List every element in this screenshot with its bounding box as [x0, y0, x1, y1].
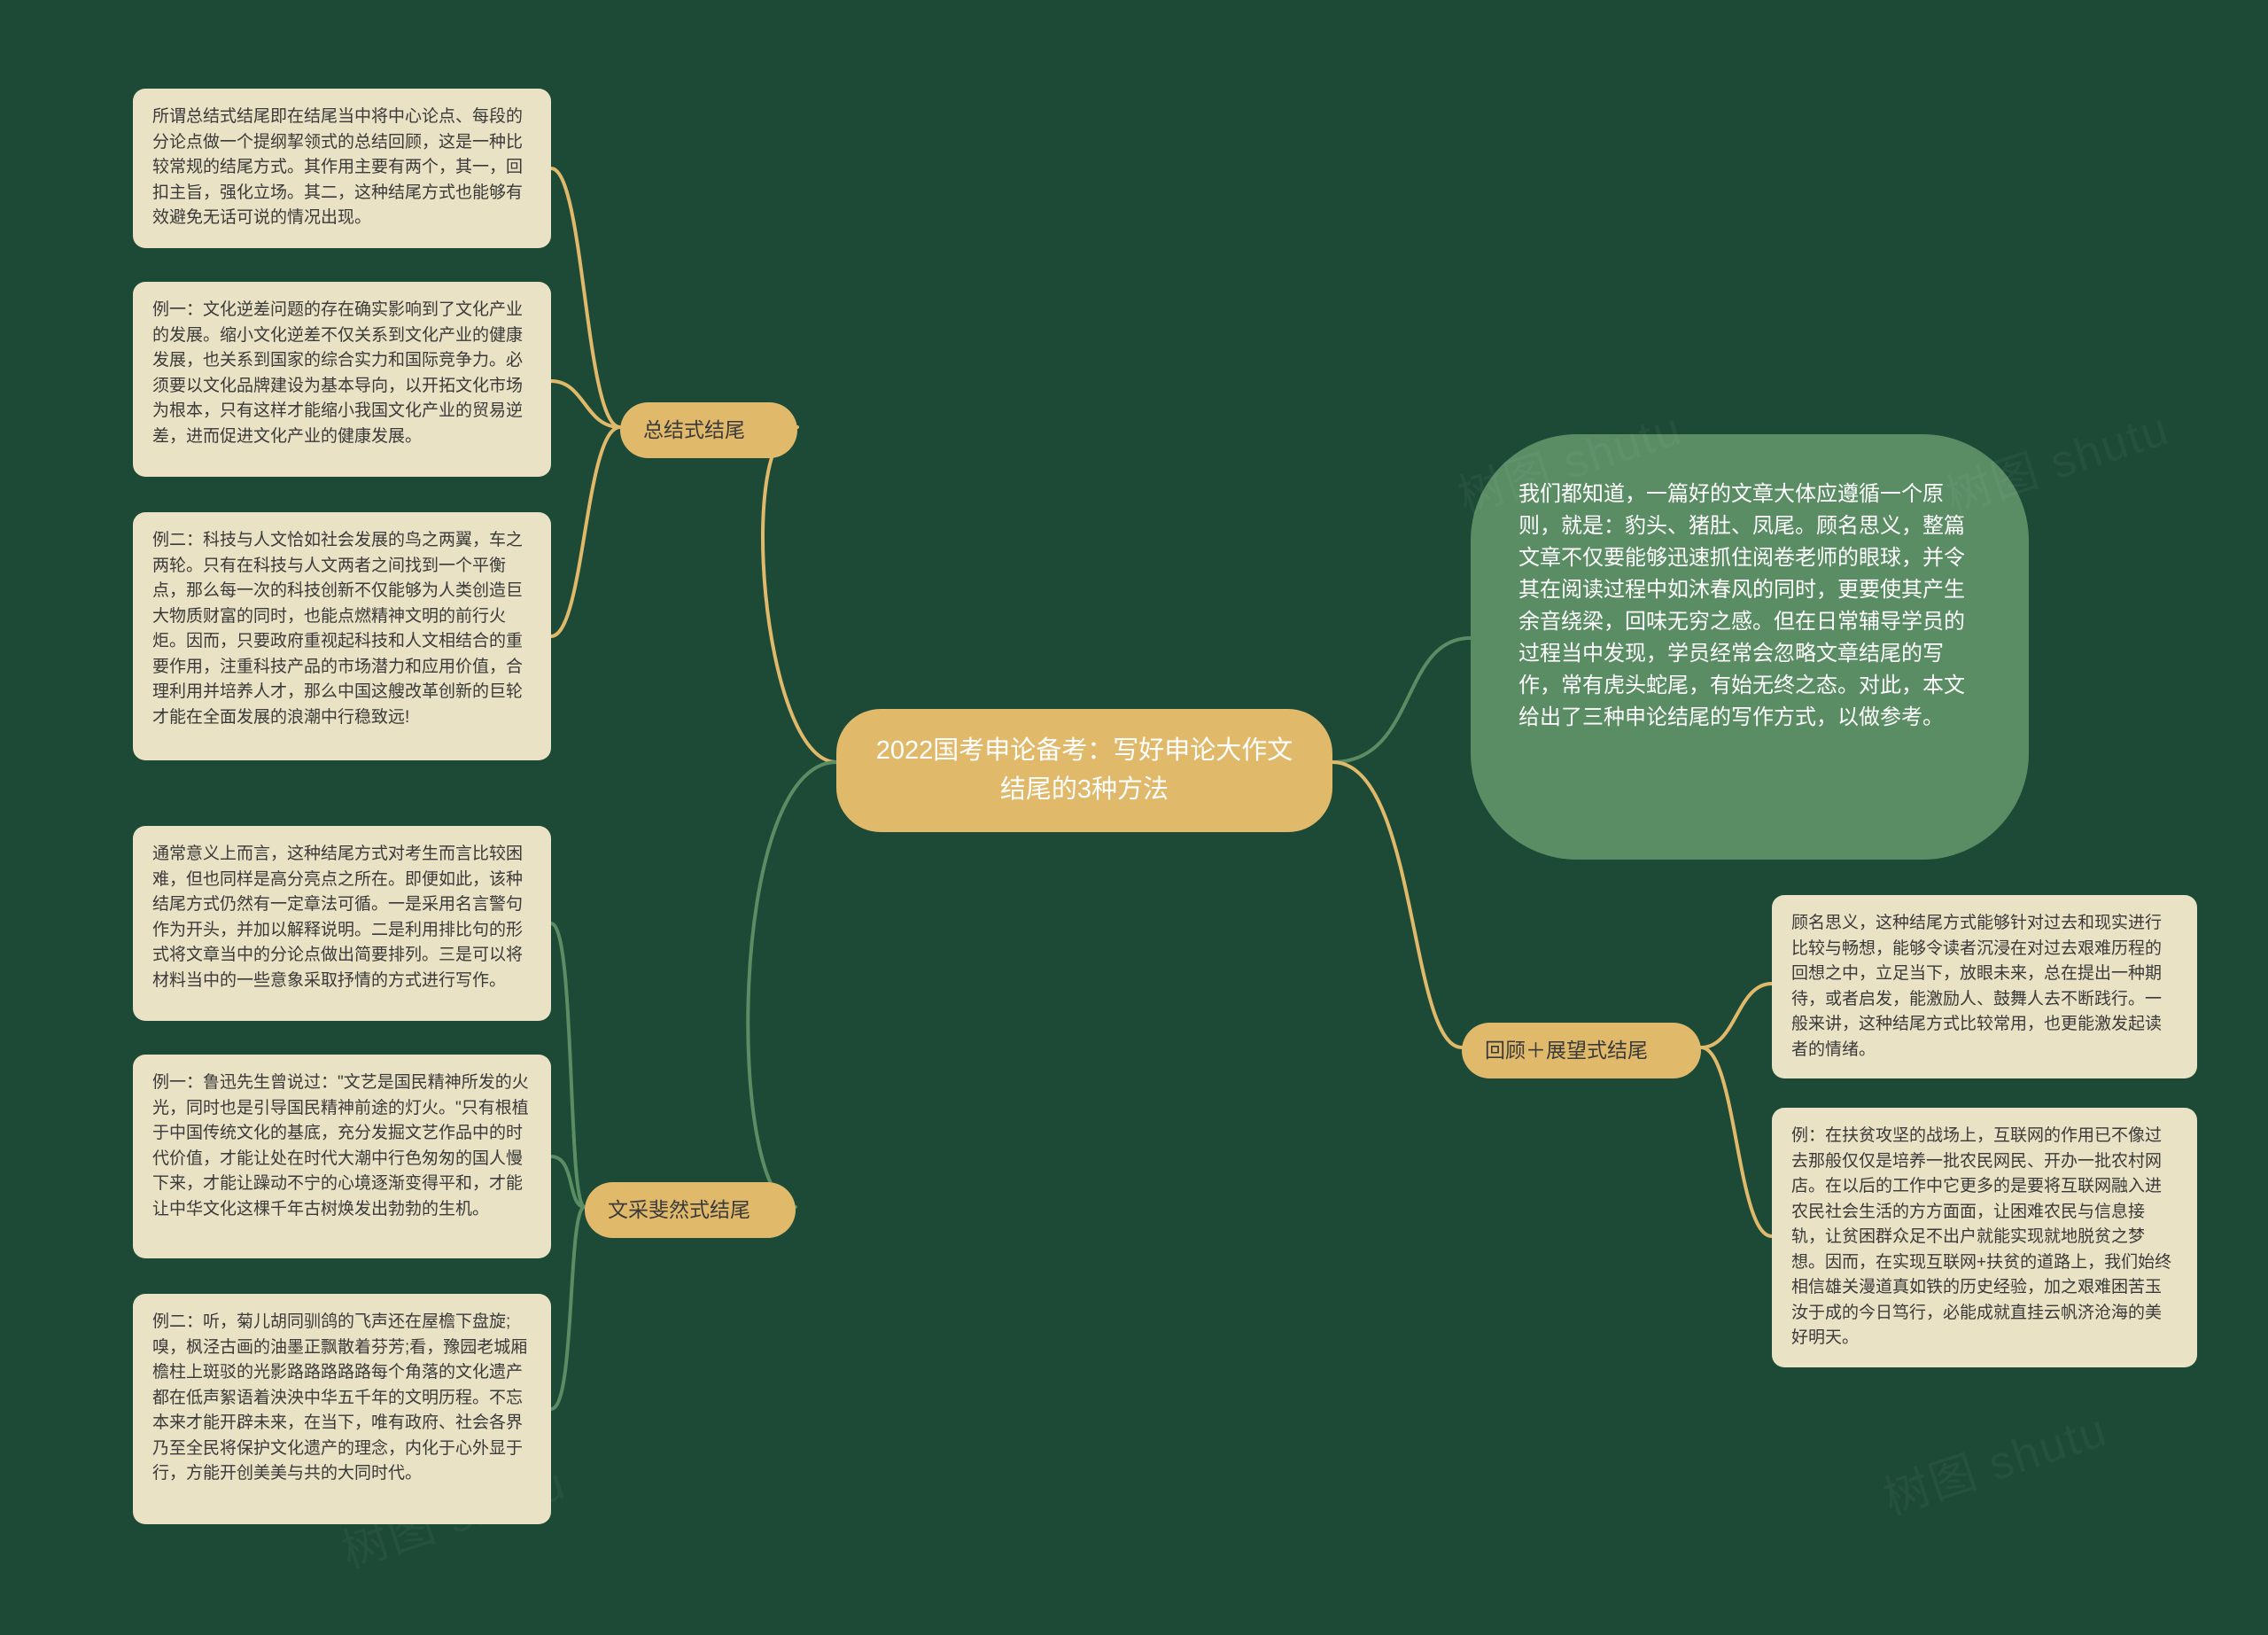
leaf-summary-3[interactable]: 例二：科技与人文恰如社会发展的鸟之两翼，车之两轮。只有在科技与人文两者之间找到一…: [133, 512, 551, 760]
leaf-summary-2[interactable]: 例一：文化逆差问题的存在确实影响到了文化产业的发展。缩小文化逆差不仅关系到文化产…: [133, 282, 551, 477]
leaf-summary-1[interactable]: 所谓总结式结尾即在结尾当中将中心论点、每段的分论点做一个提纲挈领式的总结回顾，这…: [133, 89, 551, 248]
leaf-text: 例：在扶贫攻坚的战场上，互联网的作用已不像过去那般仅仅是培养一批农民网民、开办一…: [1791, 1126, 2171, 1347]
leaf-literary-2[interactable]: 例一：鲁迅先生曾说过："文艺是国民精神所发的火光，同时也是引导国民精神前途的灯火…: [133, 1055, 551, 1258]
intro-bubble[interactable]: 我们都知道，一篇好的文章大体应遵循一个原则，就是：豹头、猪肚、凤尾。顾名思义，整…: [1471, 434, 2029, 860]
leaf-literary-1[interactable]: 通常意义上而言，这种结尾方式对考生而言比较困难，但也同样是高分亮点之所在。即便如…: [133, 826, 551, 1021]
leaf-literary-3[interactable]: 例二：听，菊儿胡同驯鸽的飞声还在屋檐下盘旋;嗅，枫泾古画的油墨正飘散着芬芳;看，…: [133, 1294, 551, 1524]
branch-literary[interactable]: 文采斐然式结尾: [585, 1182, 796, 1238]
leaf-text: 例二：科技与人文恰如社会发展的鸟之两翼，车之两轮。只有在科技与人文两者之间找到一…: [152, 531, 523, 727]
branch-summary-label: 总结式结尾: [643, 418, 745, 441]
branch-literary-label: 文采斐然式结尾: [608, 1198, 750, 1221]
intro-text: 我们都知道，一篇好的文章大体应遵循一个原则，就是：豹头、猪肚、凤尾。顾名思义，整…: [1518, 482, 1965, 729]
leaf-text: 通常意义上而言，这种结尾方式对考生而言比较困难，但也同样是高分亮点之所在。即便如…: [152, 845, 523, 990]
branch-review[interactable]: 回顾＋展望式结尾: [1462, 1023, 1701, 1078]
leaf-text: 所谓总结式结尾即在结尾当中将中心论点、每段的分论点做一个提纲挈领式的总结回顾，这…: [152, 107, 523, 227]
mindmap-canvas: { "colors": { "background": "#1c4a36", "…: [0, 0, 2268, 1635]
leaf-review-2[interactable]: 例：在扶贫攻坚的战场上，互联网的作用已不像过去那般仅仅是培养一批农民网民、开办一…: [1772, 1108, 2197, 1367]
center-topic[interactable]: 2022国考申论备考：写好申论大作文结尾的3种方法: [836, 709, 1332, 832]
leaf-review-1[interactable]: 顾名思义，这种结尾方式能够针对过去和现实进行比较与畅想，能够令读者沉浸在对过去艰…: [1772, 895, 2197, 1078]
leaf-text: 例一：文化逆差问题的存在确实影响到了文化产业的发展。缩小文化逆差不仅关系到文化产…: [152, 300, 523, 446]
watermark: 树图 shutu: [1874, 1392, 2115, 1527]
leaf-text: 顾名思义，这种结尾方式能够针对过去和现实进行比较与畅想，能够令读者沉浸在对过去艰…: [1791, 914, 2162, 1059]
center-topic-text: 2022国考申论备考：写好申论大作文结尾的3种方法: [876, 736, 1293, 804]
leaf-text: 例二：听，菊儿胡同驯鸽的飞声还在屋檐下盘旋;嗅，枫泾古画的油墨正飘散着芬芳;看，…: [152, 1312, 527, 1483]
leaf-text: 例一：鲁迅先生曾说过："文艺是国民精神所发的火光，同时也是引导国民精神前途的灯火…: [152, 1073, 529, 1218]
branch-summary[interactable]: 总结式结尾: [620, 402, 797, 458]
branch-review-label: 回顾＋展望式结尾: [1485, 1039, 1648, 1062]
